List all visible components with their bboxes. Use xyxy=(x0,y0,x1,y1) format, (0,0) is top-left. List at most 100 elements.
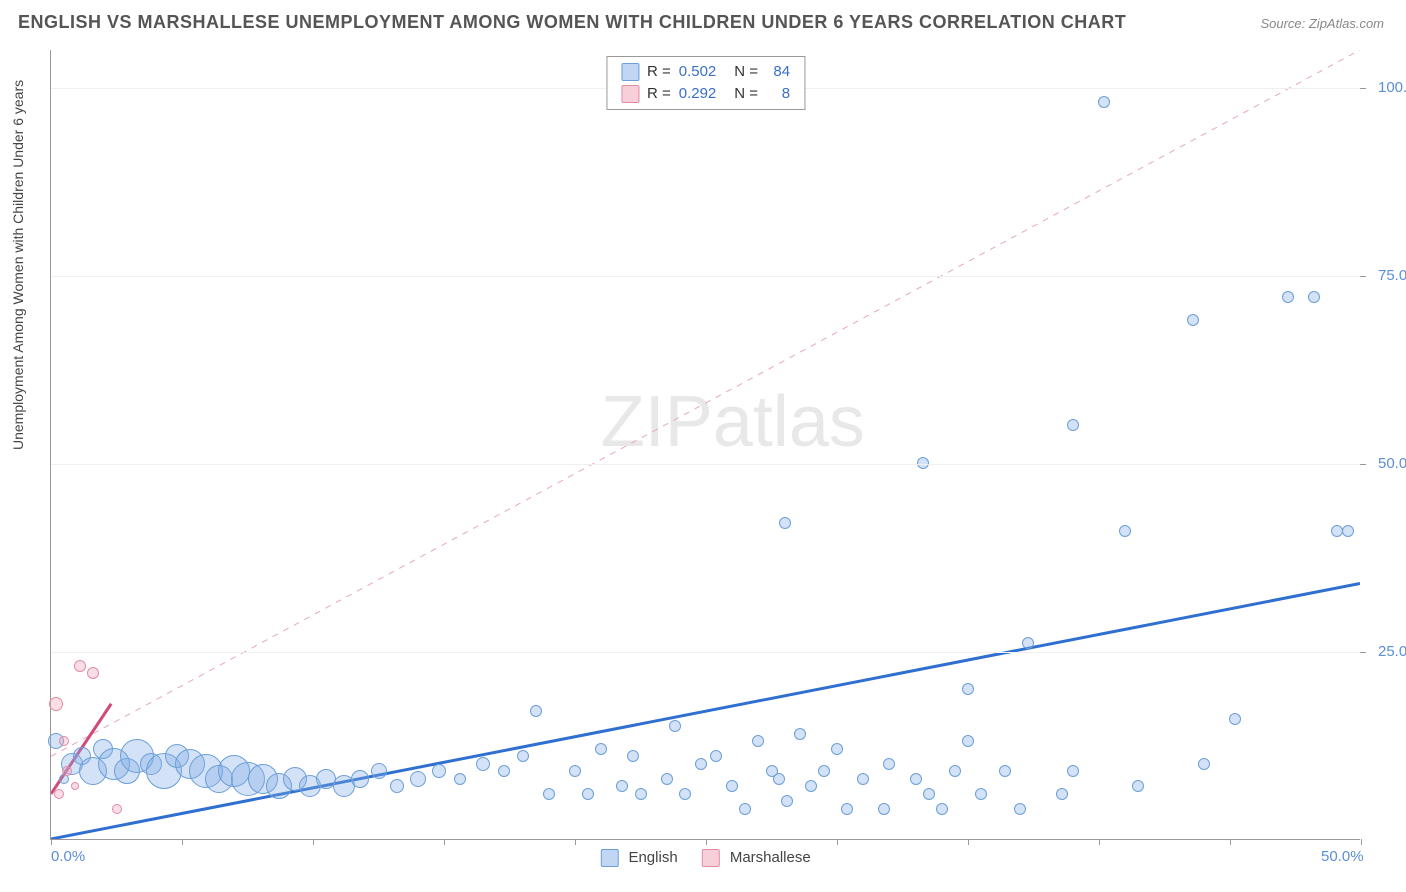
data-point xyxy=(1014,803,1026,815)
data-point xyxy=(999,765,1011,777)
data-point xyxy=(949,765,961,777)
data-point xyxy=(857,773,869,785)
data-point xyxy=(878,803,890,815)
data-point xyxy=(1229,713,1241,725)
data-point xyxy=(1098,96,1110,108)
y-tick xyxy=(1360,88,1366,89)
grid-line xyxy=(51,464,1360,465)
data-point xyxy=(371,763,387,779)
x-tick xyxy=(51,839,52,845)
x-tick-label: 0.0% xyxy=(51,848,85,865)
data-point xyxy=(695,758,707,770)
data-point xyxy=(1187,314,1199,326)
data-point xyxy=(679,788,691,800)
source-label: Source: ZipAtlas.com xyxy=(1260,16,1384,31)
plot-area: ZIPatlas 0.0%50.0% 25.0%50.0%75.0%100.0%… xyxy=(50,50,1360,840)
r-value-english: 0.502 xyxy=(679,61,717,83)
data-point xyxy=(498,765,510,777)
grid-line xyxy=(51,276,1360,277)
swatch-english-icon xyxy=(600,849,618,867)
data-point xyxy=(831,743,843,755)
data-point xyxy=(752,735,764,747)
data-point xyxy=(432,764,446,778)
data-point xyxy=(726,780,738,792)
data-point xyxy=(476,757,490,771)
r-label: R = xyxy=(647,83,671,105)
swatch-marshallese-icon xyxy=(621,85,639,103)
y-tick xyxy=(1360,276,1366,277)
data-point xyxy=(1119,525,1131,537)
n-label: N = xyxy=(734,83,758,105)
x-tick xyxy=(1099,839,1100,845)
data-point xyxy=(54,789,64,799)
data-point xyxy=(818,765,830,777)
data-point xyxy=(936,803,948,815)
data-point xyxy=(794,728,806,740)
data-point xyxy=(1022,637,1034,649)
legend-label-english: English xyxy=(628,849,677,866)
y-tick-label: 25.0% xyxy=(1378,643,1406,660)
y-tick-label: 75.0% xyxy=(1378,267,1406,284)
data-point xyxy=(351,770,369,788)
data-point xyxy=(779,517,791,529)
legend-stats: R = 0.502 N = 84 R = 0.292 N = 8 xyxy=(606,56,805,110)
data-point xyxy=(390,779,404,793)
y-tick-label: 50.0% xyxy=(1378,455,1406,472)
data-point xyxy=(962,735,974,747)
watermark: ZIPatlas xyxy=(601,381,865,463)
legend-item-marshallese: Marshallese xyxy=(702,849,811,867)
x-tick xyxy=(444,839,445,845)
x-tick xyxy=(313,839,314,845)
data-point xyxy=(595,743,607,755)
n-value-marshallese: 8 xyxy=(766,83,790,105)
data-point xyxy=(781,795,793,807)
trend-lines-svg xyxy=(51,50,1360,839)
data-point xyxy=(910,773,922,785)
data-point xyxy=(1067,419,1079,431)
swatch-marshallese-icon xyxy=(702,849,720,867)
data-point xyxy=(62,766,72,776)
y-tick xyxy=(1360,464,1366,465)
r-value-marshallese: 0.292 xyxy=(679,83,717,105)
data-point xyxy=(71,782,79,790)
data-point xyxy=(582,788,594,800)
data-point xyxy=(1308,291,1320,303)
data-point xyxy=(517,750,529,762)
legend-bottom: English Marshallese xyxy=(600,849,810,867)
x-tick xyxy=(706,839,707,845)
legend-stats-row-marshallese: R = 0.292 N = 8 xyxy=(621,83,790,105)
legend-stats-row-english: R = 0.502 N = 84 xyxy=(621,61,790,83)
trend-line xyxy=(51,584,1360,839)
data-point xyxy=(569,765,581,777)
x-tick xyxy=(575,839,576,845)
x-tick xyxy=(837,839,838,845)
data-point xyxy=(739,803,751,815)
y-tick-label: 100.0% xyxy=(1378,79,1406,96)
data-point xyxy=(543,788,555,800)
data-point xyxy=(883,758,895,770)
data-point xyxy=(841,803,853,815)
data-point xyxy=(773,773,785,785)
data-point xyxy=(112,804,122,814)
watermark-zip: ZIP xyxy=(601,382,713,462)
data-point xyxy=(923,788,935,800)
data-point xyxy=(1342,525,1354,537)
x-tick xyxy=(968,839,969,845)
y-tick xyxy=(1360,652,1366,653)
data-point xyxy=(669,720,681,732)
grid-line xyxy=(51,652,1360,653)
data-point xyxy=(1067,765,1079,777)
data-point xyxy=(1132,780,1144,792)
r-label: R = xyxy=(647,61,671,83)
legend-label-marshallese: Marshallese xyxy=(730,849,811,866)
x-tick xyxy=(1361,839,1362,845)
data-point xyxy=(1056,788,1068,800)
legend-item-english: English xyxy=(600,849,677,867)
data-point xyxy=(410,771,426,787)
watermark-atlas: atlas xyxy=(713,382,865,462)
data-point xyxy=(49,697,63,711)
x-tick xyxy=(1230,839,1231,845)
trend-line xyxy=(51,50,1360,756)
n-label: N = xyxy=(734,61,758,83)
data-point xyxy=(627,750,639,762)
